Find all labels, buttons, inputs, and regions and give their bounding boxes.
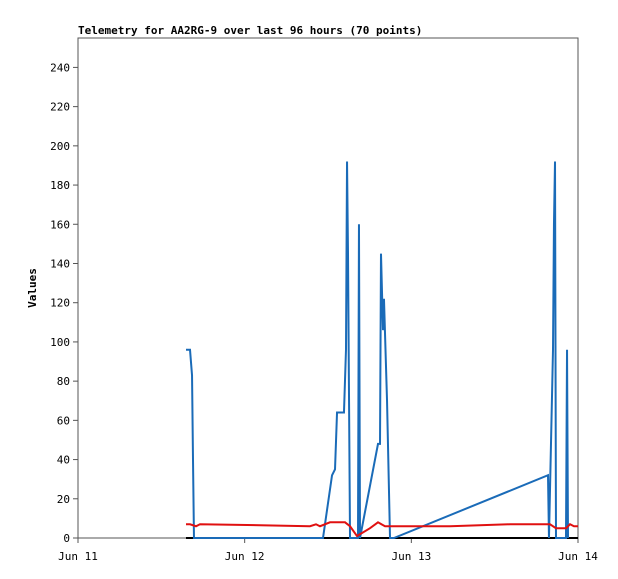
series-line — [185, 521, 578, 538]
series-line — [185, 161, 569, 539]
y-axis-label: Values — [26, 268, 39, 308]
y-tick-label: 160 — [50, 218, 70, 231]
x-tick-label: Jun 11 — [58, 550, 98, 563]
y-tick-label: 240 — [50, 61, 70, 74]
y-tick-label: 200 — [50, 140, 70, 153]
y-tick-label: 20 — [57, 493, 70, 506]
y-tick-label: 180 — [50, 179, 70, 192]
x-tick-label: Jun 13 — [391, 550, 431, 563]
y-tick-label: 140 — [50, 257, 70, 270]
y-tick-label: 60 — [57, 414, 70, 427]
x-tick-label: Jun 12 — [225, 550, 265, 563]
y-tick-label: 220 — [50, 101, 70, 114]
y-tick-label: 100 — [50, 336, 70, 349]
y-tick-label: 40 — [57, 454, 70, 467]
plot-frame — [77, 37, 579, 539]
y-tick-label: 0 — [63, 532, 70, 545]
chart-title: Telemetry for AA2RG-9 over last 96 hours… — [78, 24, 422, 37]
y-tick-label: 80 — [57, 375, 70, 388]
y-tick-label: 120 — [50, 297, 70, 310]
x-tick-label: Jun 14 — [558, 550, 598, 563]
